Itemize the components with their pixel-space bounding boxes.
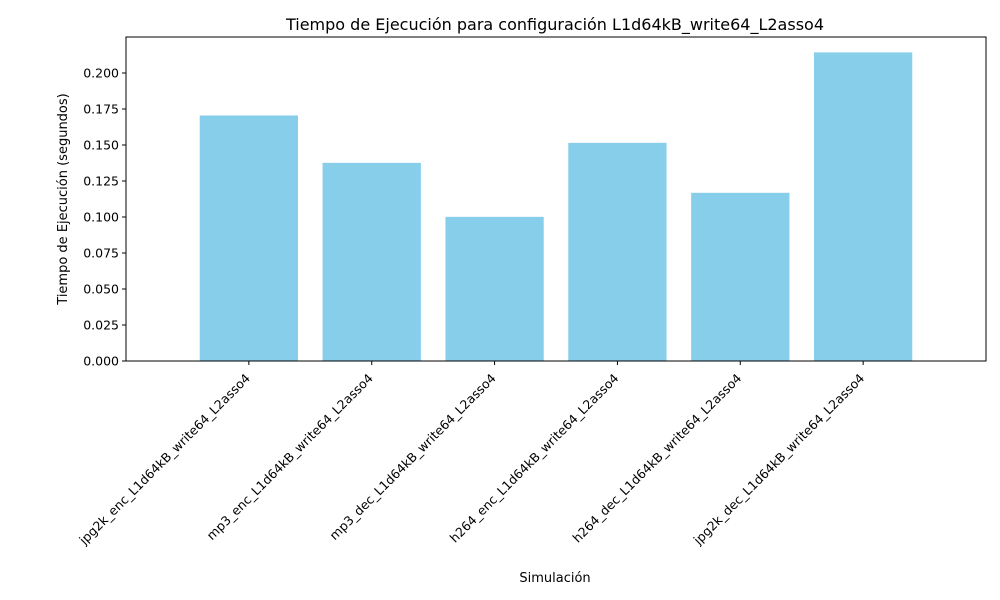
bar bbox=[322, 162, 421, 361]
y-tick-label: 0.175 bbox=[83, 102, 119, 117]
y-tick-label: 0.075 bbox=[83, 246, 119, 261]
bar bbox=[691, 192, 790, 361]
plot-frame bbox=[125, 36, 987, 362]
bars-group bbox=[199, 52, 913, 362]
y-tick-label: 0.000 bbox=[83, 354, 119, 369]
y-axis: 0.000 0.025 0.050 0.075 0.100 0.125 0.150 0.175… bbox=[83, 66, 126, 369]
y-tick-label: 0.150 bbox=[83, 138, 119, 153]
chart-title: Tiempo de Ejecución para configuración L… bbox=[285, 15, 824, 35]
x-axis: jpg2k_enc_L1d64kB_write64_L2asso4mp3_enc… bbox=[75, 361, 867, 548]
bar bbox=[445, 216, 544, 361]
y-axis-label: Tiempo de Ejecución (segundos) bbox=[56, 93, 71, 305]
y-tick-label: 0.200 bbox=[83, 66, 119, 81]
bar bbox=[199, 115, 298, 361]
bar bbox=[814, 52, 913, 362]
bar bbox=[568, 142, 667, 361]
y-tick-label: 0.125 bbox=[83, 174, 119, 189]
y-tick-label: 0.025 bbox=[83, 318, 119, 333]
y-tick-label: 0.100 bbox=[83, 210, 119, 225]
x-axis-label: Simulación bbox=[519, 571, 590, 586]
y-tick-label: 0.050 bbox=[83, 282, 119, 297]
